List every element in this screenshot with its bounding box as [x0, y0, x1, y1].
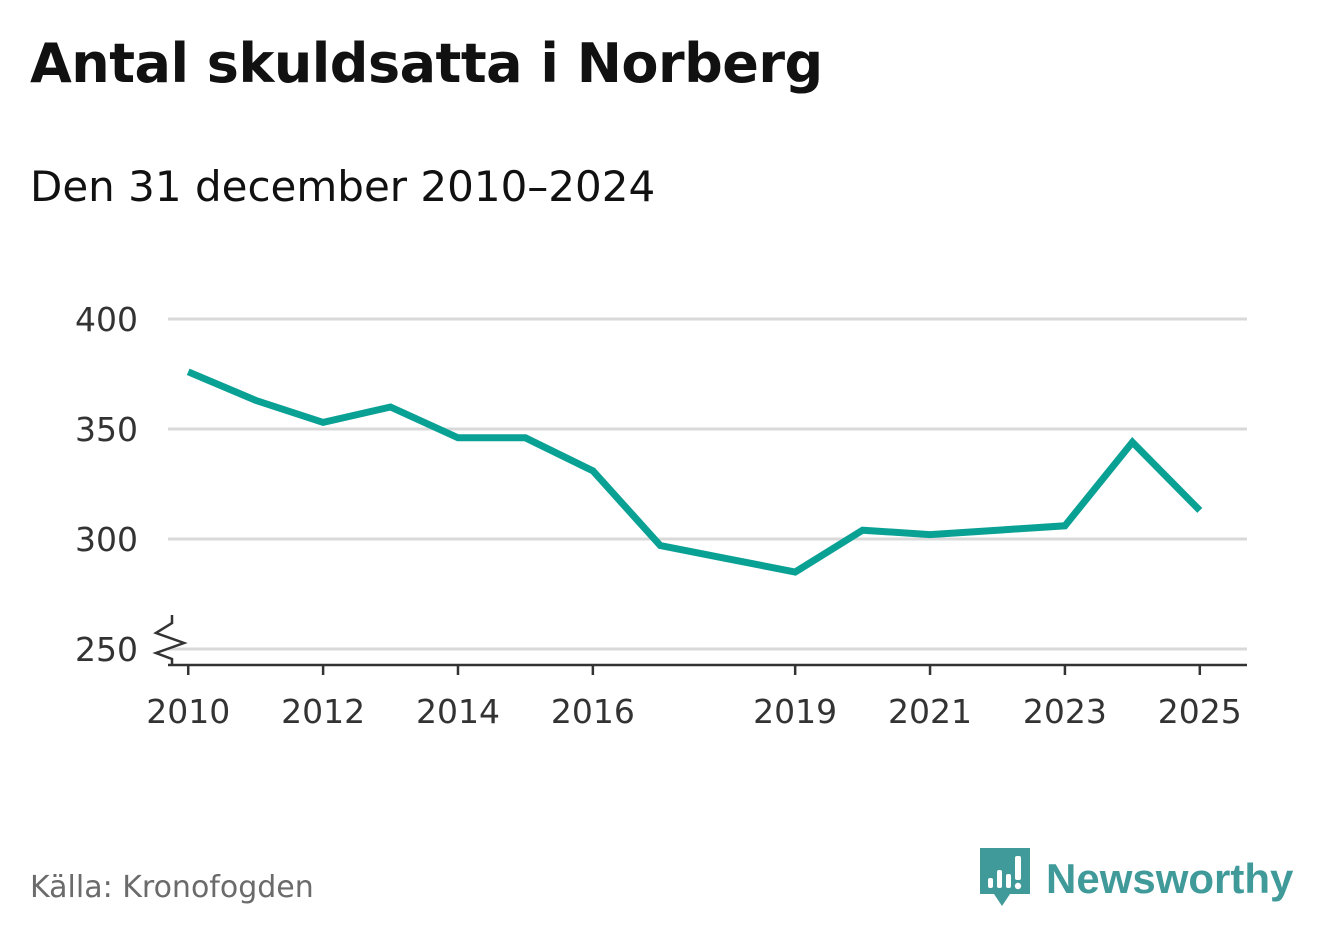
axis-break-icon — [152, 615, 188, 665]
x-axis — [152, 615, 1247, 675]
y-tick-label-300: 300 — [75, 520, 138, 559]
y-tick-label-250: 250 — [75, 630, 138, 669]
x-tick-label-2012: 2012 — [281, 692, 365, 731]
grid-lines — [168, 317, 1247, 651]
x-tick-label-2025: 2025 — [1158, 692, 1242, 731]
x-tick-label-2023: 2023 — [1023, 692, 1107, 731]
x-tick-label-2014: 2014 — [416, 692, 500, 731]
brand-name: Newsworthy — [1046, 855, 1294, 902]
x-tick-label-2010: 2010 — [146, 692, 230, 731]
y-axis-tick-labels: 250 300 350 400 — [75, 300, 138, 669]
y-tick-label-350: 350 — [75, 410, 138, 449]
series-line-0 — [186, 368, 1203, 576]
series-layer — [186, 368, 1203, 576]
x-tick-label-2016: 2016 — [551, 692, 635, 731]
brand: Newsworthy — [980, 848, 1293, 910]
y-tick-label-400: 400 — [75, 300, 138, 339]
chart-title: Antal skuldsatta i Norberg — [30, 32, 823, 95]
source-note: Källa: Kronofogden — [30, 870, 314, 905]
x-tick-label-2021: 2021 — [888, 692, 972, 731]
chart-subtitle: Den 31 december 2010–2024 — [30, 162, 656, 211]
x-tick-label-2019: 2019 — [753, 692, 837, 731]
newsworthy-logo-icon — [980, 848, 1030, 906]
x-axis-tick-labels: 2010 2012 2014 2016 2019 2021 2023 2025 — [146, 692, 1242, 731]
